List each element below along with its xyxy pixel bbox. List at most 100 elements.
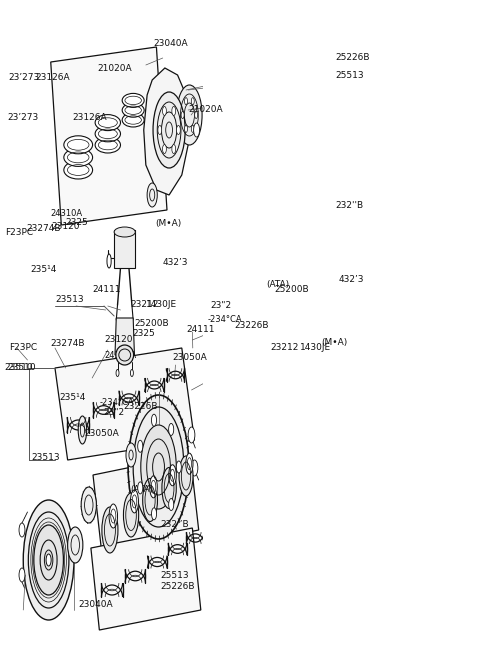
Circle shape <box>19 568 25 582</box>
Circle shape <box>163 145 167 154</box>
Text: 23"2: 23"2 <box>211 300 232 309</box>
Ellipse shape <box>109 504 118 528</box>
Text: 23120: 23120 <box>105 336 133 344</box>
Circle shape <box>193 123 200 137</box>
Text: 23040A: 23040A <box>153 39 188 49</box>
Text: 24310A: 24310A <box>105 351 137 361</box>
Text: 23510: 23510 <box>8 363 36 373</box>
Text: 23513: 23513 <box>32 453 60 462</box>
Text: 1430JE: 1430JE <box>300 344 331 353</box>
Ellipse shape <box>131 490 138 513</box>
Text: 235¹4: 235¹4 <box>30 265 57 274</box>
Circle shape <box>177 85 202 145</box>
Circle shape <box>184 98 188 104</box>
Circle shape <box>176 461 181 473</box>
Text: F23PC: F23PC <box>5 228 33 237</box>
Text: 23212: 23212 <box>271 344 299 353</box>
Text: 432’3: 432’3 <box>338 275 364 284</box>
Ellipse shape <box>123 493 139 537</box>
Text: -234°CA: -234°CA <box>207 315 242 325</box>
Text: 24310A: 24310A <box>51 209 83 218</box>
Text: 23’273: 23’273 <box>8 114 39 122</box>
Ellipse shape <box>64 161 93 179</box>
Ellipse shape <box>122 113 144 127</box>
Circle shape <box>131 369 133 376</box>
Polygon shape <box>114 230 135 268</box>
Circle shape <box>188 427 195 443</box>
Text: (M•A): (M•A) <box>155 219 181 228</box>
Circle shape <box>192 125 194 132</box>
Text: (ATA): (ATA) <box>130 485 153 494</box>
Text: 23050A: 23050A <box>172 353 207 363</box>
Ellipse shape <box>64 136 93 154</box>
Text: (M•A): (M•A) <box>321 338 348 346</box>
Text: 432’3: 432’3 <box>162 258 188 267</box>
Ellipse shape <box>179 456 193 496</box>
Circle shape <box>68 527 83 563</box>
Circle shape <box>158 125 162 135</box>
Circle shape <box>163 106 167 116</box>
Polygon shape <box>55 348 194 460</box>
Circle shape <box>181 112 184 118</box>
Ellipse shape <box>95 125 120 142</box>
Circle shape <box>34 525 63 595</box>
Circle shape <box>195 112 198 118</box>
Circle shape <box>116 369 119 376</box>
Text: 23274B: 23274B <box>50 338 84 348</box>
Text: 23274B: 23274B <box>26 224 61 233</box>
Circle shape <box>168 499 174 510</box>
Text: 2325: 2325 <box>132 330 155 338</box>
Ellipse shape <box>78 416 87 444</box>
Ellipse shape <box>95 114 120 131</box>
Circle shape <box>152 508 156 520</box>
Text: 25513: 25513 <box>335 72 364 81</box>
Ellipse shape <box>186 453 193 474</box>
Circle shape <box>23 500 74 620</box>
Polygon shape <box>91 528 201 630</box>
Polygon shape <box>51 47 167 225</box>
Ellipse shape <box>116 345 133 365</box>
Circle shape <box>19 523 25 537</box>
Circle shape <box>172 106 176 116</box>
Text: 25200B: 25200B <box>275 286 310 294</box>
Polygon shape <box>144 68 190 195</box>
Text: (ATA): (ATA) <box>266 281 289 290</box>
Text: 21020A: 21020A <box>97 64 132 74</box>
Text: 235¹4: 235¹4 <box>59 394 85 403</box>
Text: 23510: 23510 <box>4 363 33 373</box>
Text: 25200B: 25200B <box>134 319 168 328</box>
Circle shape <box>153 92 185 168</box>
Text: 23120: 23120 <box>52 222 80 231</box>
Text: 21020A: 21020A <box>188 106 223 114</box>
Circle shape <box>126 443 136 467</box>
Text: 23040A: 23040A <box>78 600 113 609</box>
Circle shape <box>172 145 176 154</box>
Text: 232’’B: 232’’B <box>160 520 189 529</box>
Text: 1430JE: 1430JE <box>146 300 177 309</box>
Polygon shape <box>115 318 134 355</box>
Text: 23050A: 23050A <box>84 429 119 438</box>
Text: 23513: 23513 <box>55 296 84 304</box>
Text: 25226B: 25226B <box>335 53 370 62</box>
Text: 25513: 25513 <box>160 571 189 580</box>
Text: 23212: 23212 <box>131 300 159 309</box>
Text: 23’273: 23’273 <box>9 73 40 82</box>
Circle shape <box>147 183 157 207</box>
Circle shape <box>191 460 198 476</box>
Circle shape <box>46 554 51 566</box>
Circle shape <box>152 414 156 426</box>
Circle shape <box>141 425 176 509</box>
Text: 2325: 2325 <box>65 217 88 227</box>
Ellipse shape <box>162 468 176 509</box>
Ellipse shape <box>64 148 93 166</box>
Text: 23126A: 23126A <box>36 73 70 82</box>
Circle shape <box>184 125 188 132</box>
Text: 24111: 24111 <box>186 325 215 334</box>
Circle shape <box>138 482 143 494</box>
Text: 23"2: 23"2 <box>104 408 125 417</box>
Text: 24111: 24111 <box>92 284 121 294</box>
Ellipse shape <box>102 507 118 553</box>
Ellipse shape <box>143 478 157 522</box>
Circle shape <box>177 125 180 135</box>
Ellipse shape <box>95 137 120 153</box>
